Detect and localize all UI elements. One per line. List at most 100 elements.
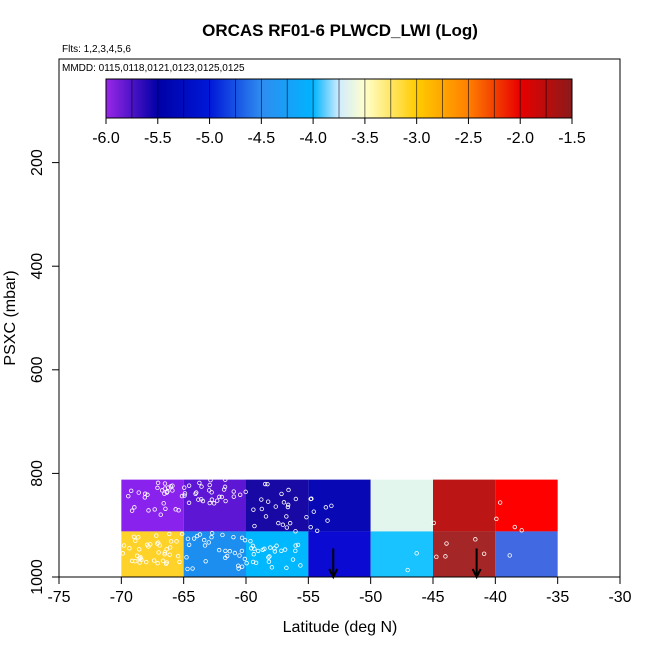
sample-point-120 (137, 556, 142, 561)
sample-point-118 (175, 553, 181, 559)
sample-point-122 (151, 558, 157, 563)
x-tick-label: -75 (47, 589, 70, 606)
sample-point-125 (168, 539, 174, 544)
sample-point-162 (267, 554, 272, 559)
sample-point-160 (266, 559, 272, 564)
sample-point-81 (309, 496, 314, 501)
sample-point-159 (251, 552, 257, 557)
x-tick-label: -70 (110, 589, 133, 606)
colorbar-tick-label: -1.5 (558, 130, 586, 147)
sample-point-76 (273, 504, 278, 509)
sample-point-107 (144, 559, 149, 565)
y-tick-label: 800 (29, 460, 46, 487)
colorbar-frame (105, 78, 573, 119)
sample-point-117 (154, 533, 159, 538)
sample-point-53 (209, 497, 215, 502)
sample-point-61 (262, 481, 268, 487)
sample-point-188 (473, 537, 478, 542)
sample-point-32 (199, 484, 204, 489)
sample-point-179 (274, 543, 279, 548)
colorbar-tick-label: -2.5 (455, 130, 483, 147)
sample-point-175 (295, 542, 301, 548)
x-axis: -75 -70 -65 -60 -55 -50 -45 -40 -35 -30 (47, 577, 632, 606)
colorbar-tick-label: -6.0 (92, 130, 120, 147)
sample-point-157 (209, 530, 215, 536)
sample-point-103 (177, 559, 182, 565)
sample-point-4 (163, 506, 168, 511)
heatmap-cells (121, 479, 558, 577)
sample-point-164 (250, 543, 256, 549)
sample-point-94 (162, 552, 167, 557)
x-tick-label: -65 (172, 589, 195, 606)
sample-point-171 (262, 546, 267, 552)
sample-point-95 (136, 535, 141, 540)
sample-point-161 (244, 560, 249, 566)
sample-point-12 (136, 490, 141, 495)
sample-point-168 (191, 536, 197, 541)
sample-point-23 (162, 481, 168, 486)
heatmap-cell-1 (183, 479, 246, 532)
sample-point-176 (269, 565, 275, 570)
x-tick-label: -60 (234, 589, 257, 606)
sample-point-189 (431, 520, 437, 526)
sample-point-97 (127, 546, 132, 551)
sample-point-130 (248, 538, 253, 544)
sample-point-8 (132, 505, 137, 510)
x-tick-label: -30 (608, 589, 631, 606)
sample-point-184 (272, 549, 278, 554)
sample-point-79 (281, 500, 287, 505)
sample-point-66 (286, 487, 291, 493)
sample-point-109 (145, 542, 150, 547)
sample-point-28 (207, 500, 212, 506)
sample-point-83 (323, 505, 329, 510)
sample-points (120, 477, 524, 573)
x-tick-label: -45 (421, 589, 444, 606)
sample-point-156 (255, 548, 261, 554)
sample-point-104 (157, 543, 162, 548)
sample-point-92 (137, 547, 142, 552)
heatmap-cell-12 (433, 531, 496, 577)
sample-point-25 (162, 491, 167, 496)
sample-point-134 (186, 542, 192, 547)
sample-point-169 (268, 545, 273, 550)
heatmap-cell-4 (370, 479, 433, 532)
sample-point-126 (139, 557, 144, 562)
sample-point-155 (185, 536, 191, 542)
sample-point-172 (236, 566, 241, 571)
sample-point-75 (293, 496, 299, 502)
colorbar-tick-label: -5.5 (144, 130, 172, 147)
sample-point-150 (266, 555, 271, 560)
x-tick-label: -50 (359, 589, 382, 606)
dates-subtitle: MMDD: 0115,0118,0121,0123,0125,0125 (62, 63, 245, 74)
sample-point-129 (253, 560, 259, 566)
sample-point-45 (231, 494, 237, 499)
sample-point-59 (293, 529, 298, 534)
sample-point-143 (232, 550, 238, 556)
sample-point-108 (179, 531, 185, 537)
sample-point-139 (231, 534, 236, 540)
sample-point-13 (176, 508, 181, 513)
sample-point-148 (239, 564, 245, 569)
sample-point-71 (259, 497, 264, 502)
sample-point-52 (186, 483, 192, 488)
sample-point-177 (284, 565, 289, 571)
y-tick-label: 600 (29, 356, 46, 383)
sample-point-34 (231, 489, 236, 494)
sample-point-78 (265, 481, 270, 487)
sample-point-22 (152, 507, 157, 512)
sample-point-50 (217, 494, 222, 500)
sample-point-65 (284, 525, 290, 530)
sample-point-197 (497, 500, 503, 505)
x-axis-label: Latitude (deg N) (283, 619, 398, 636)
sample-point-114 (160, 558, 166, 563)
heatmap-cell-3 (308, 479, 371, 532)
sample-point-15 (170, 483, 175, 488)
sample-point-84 (311, 509, 316, 514)
sample-point-44 (221, 487, 227, 492)
sample-point-62 (259, 506, 265, 512)
sample-point-105 (174, 539, 179, 544)
heatmap-cell-10 (308, 531, 371, 577)
sample-point-124 (133, 559, 138, 564)
sample-point-7 (155, 485, 160, 491)
sample-point-27 (142, 491, 148, 496)
